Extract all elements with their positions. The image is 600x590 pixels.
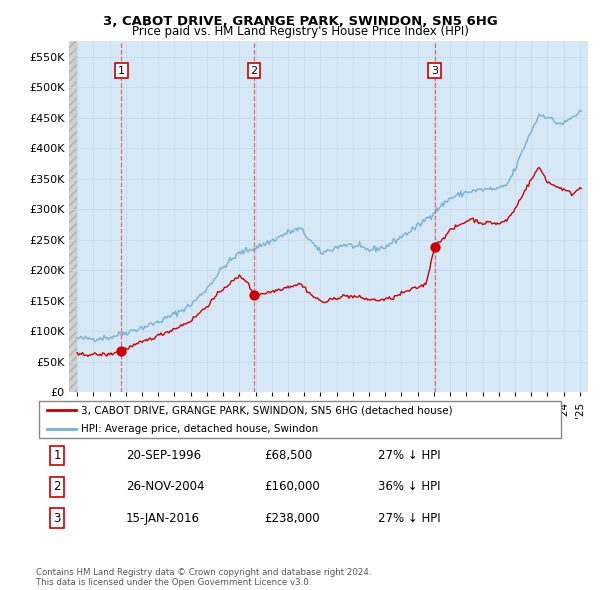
Bar	[69, 41, 77, 392]
Text: £160,000: £160,000	[264, 480, 320, 493]
Text: 36% ↓ HPI: 36% ↓ HPI	[378, 480, 440, 493]
Text: 3, CABOT DRIVE, GRANGE PARK, SWINDON, SN5 6HG (detached house): 3, CABOT DRIVE, GRANGE PARK, SWINDON, SN…	[81, 405, 452, 415]
Text: £238,000: £238,000	[264, 512, 320, 525]
Text: 1: 1	[53, 449, 61, 462]
Text: 20-SEP-1996: 20-SEP-1996	[126, 449, 201, 462]
Text: £68,500: £68,500	[264, 449, 312, 462]
Point	[116, 346, 126, 355]
Text: HPI: Average price, detached house, Swindon: HPI: Average price, detached house, Swin…	[81, 424, 318, 434]
Text: 2: 2	[250, 65, 257, 76]
Point	[249, 290, 259, 299]
Text: Price paid vs. HM Land Registry's House Price Index (HPI): Price paid vs. HM Land Registry's House …	[131, 25, 469, 38]
Text: 3, CABOT DRIVE, GRANGE PARK, SWINDON, SN5 6HG: 3, CABOT DRIVE, GRANGE PARK, SWINDON, SN…	[103, 15, 497, 28]
Text: 3: 3	[53, 512, 61, 525]
Text: 27% ↓ HPI: 27% ↓ HPI	[378, 449, 440, 462]
Text: 26-NOV-2004: 26-NOV-2004	[126, 480, 205, 493]
Text: Contains HM Land Registry data © Crown copyright and database right 2024.
This d: Contains HM Land Registry data © Crown c…	[36, 568, 371, 587]
Text: 1: 1	[118, 65, 125, 76]
Text: 27% ↓ HPI: 27% ↓ HPI	[378, 512, 440, 525]
Text: 3: 3	[431, 65, 438, 76]
Text: 15-JAN-2016: 15-JAN-2016	[126, 512, 200, 525]
FancyBboxPatch shape	[38, 401, 562, 438]
Text: 2: 2	[53, 480, 61, 493]
Point	[430, 242, 439, 252]
